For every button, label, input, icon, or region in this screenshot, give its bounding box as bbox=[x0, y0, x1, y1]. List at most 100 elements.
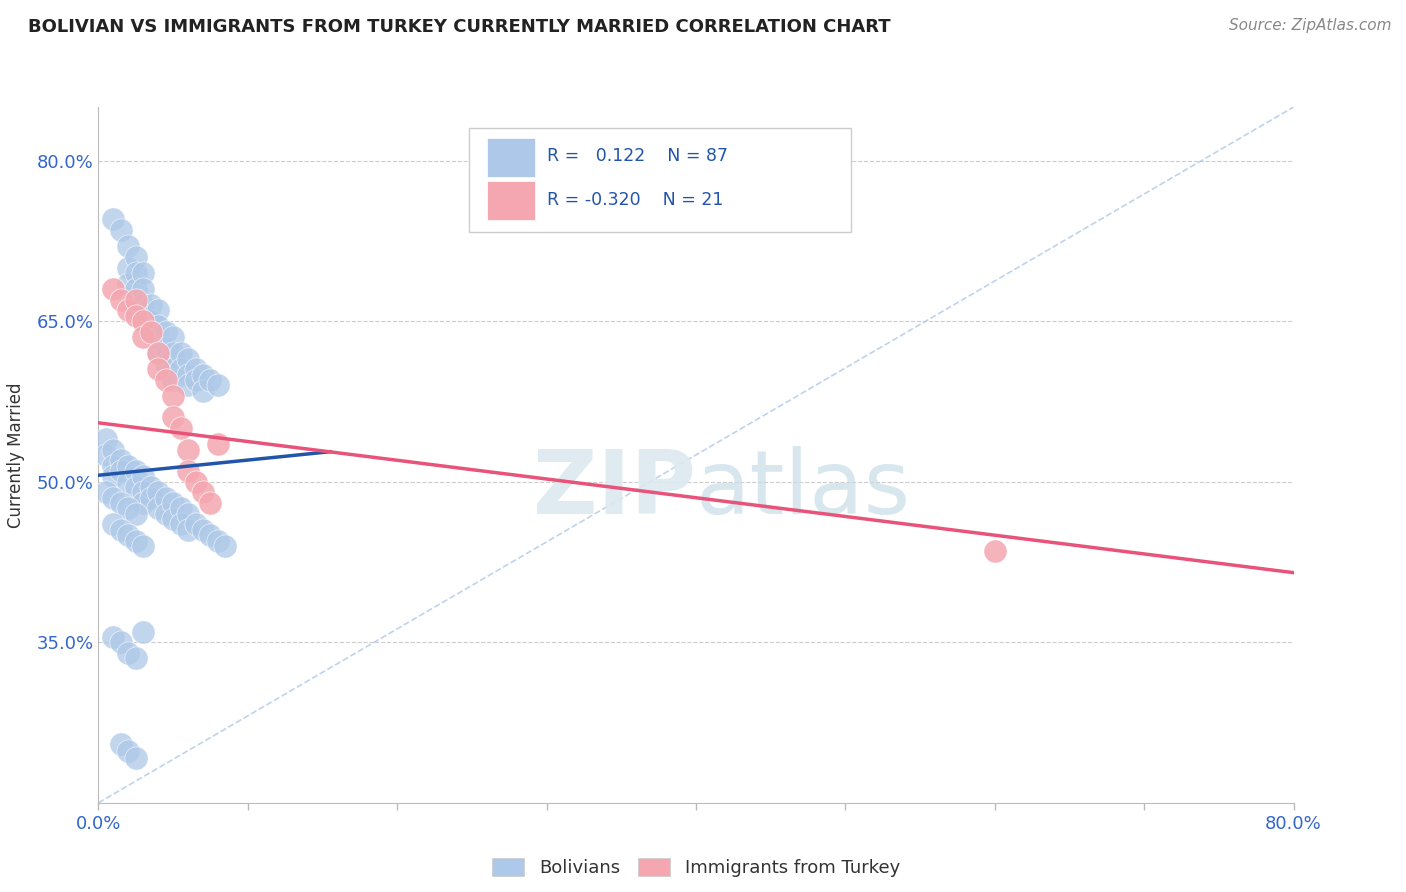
Text: Source: ZipAtlas.com: Source: ZipAtlas.com bbox=[1229, 18, 1392, 33]
Point bbox=[110, 223, 132, 237]
Point bbox=[132, 298, 155, 312]
Point bbox=[207, 378, 229, 392]
FancyBboxPatch shape bbox=[470, 128, 852, 232]
Point bbox=[191, 368, 214, 382]
Point bbox=[148, 346, 170, 360]
Point bbox=[200, 373, 222, 387]
Y-axis label: Currently Married: Currently Married bbox=[7, 382, 25, 528]
Point bbox=[184, 362, 207, 376]
Point bbox=[177, 507, 200, 521]
Point bbox=[132, 485, 155, 500]
Point bbox=[162, 389, 184, 403]
Point bbox=[984, 544, 1007, 558]
Point bbox=[139, 325, 162, 339]
Point bbox=[94, 485, 117, 500]
Text: ZIP: ZIP bbox=[533, 446, 696, 533]
Point bbox=[139, 325, 162, 339]
Point bbox=[103, 442, 125, 457]
Point bbox=[177, 351, 200, 366]
Point bbox=[103, 212, 125, 227]
Point bbox=[125, 464, 148, 478]
Point bbox=[177, 378, 200, 392]
Point bbox=[132, 624, 155, 639]
Point bbox=[110, 737, 132, 751]
Point bbox=[162, 330, 184, 344]
Point bbox=[169, 501, 191, 516]
Point bbox=[191, 384, 214, 398]
Legend: Bolivians, Immigrants from Turkey: Bolivians, Immigrants from Turkey bbox=[485, 850, 907, 884]
Point bbox=[132, 314, 155, 328]
Point bbox=[184, 373, 207, 387]
Text: atlas: atlas bbox=[696, 446, 911, 533]
Point bbox=[148, 485, 170, 500]
Point bbox=[117, 501, 139, 516]
Point bbox=[125, 282, 148, 296]
Text: R =   0.122    N = 87: R = 0.122 N = 87 bbox=[547, 147, 727, 165]
Point bbox=[169, 517, 191, 532]
Point bbox=[103, 517, 125, 532]
Point bbox=[155, 325, 177, 339]
Point bbox=[162, 496, 184, 510]
Point bbox=[139, 314, 162, 328]
Point bbox=[103, 469, 125, 483]
Bar bbox=[486, 181, 534, 219]
Point bbox=[117, 260, 139, 275]
Point bbox=[117, 475, 139, 489]
Point bbox=[148, 330, 170, 344]
Point bbox=[125, 480, 148, 494]
Point bbox=[117, 744, 139, 758]
Point bbox=[110, 496, 132, 510]
Point bbox=[139, 491, 162, 505]
Point bbox=[169, 346, 191, 360]
Point bbox=[125, 293, 148, 307]
Point bbox=[155, 373, 177, 387]
Point bbox=[125, 651, 148, 665]
Point bbox=[132, 469, 155, 483]
Point bbox=[110, 293, 132, 307]
Point bbox=[94, 448, 117, 462]
Point bbox=[184, 517, 207, 532]
Point bbox=[155, 491, 177, 505]
Point bbox=[117, 458, 139, 473]
Point bbox=[125, 266, 148, 280]
Point bbox=[110, 523, 132, 537]
Point bbox=[162, 373, 184, 387]
Point bbox=[132, 266, 155, 280]
Point bbox=[132, 496, 155, 510]
Point bbox=[125, 533, 148, 548]
Text: R = -0.320    N = 21: R = -0.320 N = 21 bbox=[547, 191, 723, 209]
Point bbox=[169, 362, 191, 376]
Point bbox=[132, 330, 155, 344]
Point bbox=[125, 250, 148, 264]
Point bbox=[162, 410, 184, 425]
Point bbox=[148, 319, 170, 334]
Point bbox=[117, 303, 139, 318]
Point bbox=[139, 480, 162, 494]
Point bbox=[200, 528, 222, 542]
Point bbox=[177, 442, 200, 457]
Point bbox=[110, 635, 132, 649]
Point bbox=[148, 303, 170, 318]
Point bbox=[148, 501, 170, 516]
Point bbox=[125, 309, 148, 323]
Point bbox=[207, 437, 229, 451]
Point bbox=[177, 523, 200, 537]
Point bbox=[139, 298, 162, 312]
Point bbox=[117, 239, 139, 253]
Point bbox=[117, 277, 139, 291]
Point bbox=[155, 507, 177, 521]
Point bbox=[148, 346, 170, 360]
Point bbox=[207, 533, 229, 548]
Point bbox=[162, 512, 184, 526]
Bar bbox=[486, 138, 534, 177]
Point bbox=[103, 282, 125, 296]
Point bbox=[155, 357, 177, 371]
Point bbox=[177, 368, 200, 382]
Point bbox=[132, 282, 155, 296]
Point bbox=[155, 341, 177, 355]
Point bbox=[110, 464, 132, 478]
Point bbox=[200, 496, 222, 510]
Point bbox=[103, 491, 125, 505]
Point bbox=[162, 346, 184, 360]
Point bbox=[169, 421, 191, 435]
